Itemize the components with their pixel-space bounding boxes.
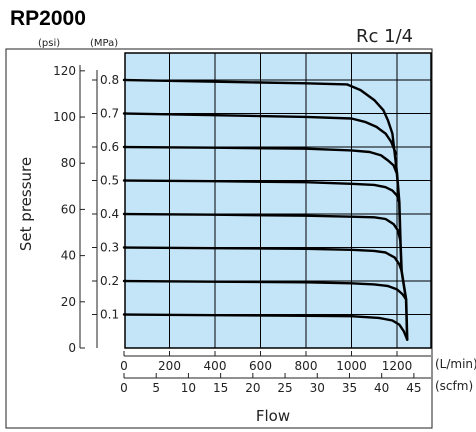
set-pressure-curve	[122, 212, 402, 242]
y-tick-label-psi: 20	[61, 295, 76, 309]
x-tick-label-scfm: 5	[152, 381, 160, 395]
y-tick-label-psi: 100	[53, 110, 76, 124]
x-tick-label-scfm: 45	[406, 381, 421, 395]
y-tick-label-psi: 60	[61, 202, 76, 216]
x-tick-label-lmin: 1200	[382, 359, 413, 373]
set-pressure-curve	[122, 313, 409, 341]
y-axis-label: Set pressure	[17, 157, 35, 251]
x-tick-label-lmin: 1000	[336, 359, 367, 373]
x-tick-label-scfm: 0	[120, 381, 128, 395]
outer-frame	[5, 48, 433, 429]
x-tick-label-scfm: 10	[181, 381, 196, 395]
port-size-label: Rc 1/4	[356, 26, 413, 47]
y-unit-mpa: (MPa)	[90, 38, 118, 49]
x-tick-label-scfm: 30	[310, 381, 325, 395]
x-tick-label-scfm: 20	[245, 381, 260, 395]
plot-area	[124, 52, 432, 349]
y-tick-label-mpa: 0.3	[100, 241, 119, 255]
x-tick-label-lmin: 200	[158, 359, 181, 373]
set-pressure-curve	[122, 179, 401, 204]
y-tick-label-psi: 80	[61, 156, 76, 170]
x-tick-label-lmin: 400	[204, 359, 227, 373]
axes-group: 0.10.20.30.40.50.60.70.80204060801001200…	[53, 64, 431, 395]
y-tick-label-psi: 0	[68, 341, 76, 355]
y-tick-label-mpa: 0.1	[100, 308, 119, 322]
x-tick-label-scfm: 25	[277, 381, 292, 395]
y-tick-label-mpa: 0.7	[100, 107, 119, 121]
set-pressure-curve	[122, 78, 398, 165]
x-tick-label-scfm: 40	[374, 381, 389, 395]
x-tick-label-scfm: 35	[342, 381, 357, 395]
x-tick-label-lmin: 800	[295, 359, 318, 373]
y-tick-label-mpa: 0.2	[100, 274, 119, 288]
series-group	[122, 78, 409, 341]
y-tick-label-mpa: 0.5	[100, 174, 119, 188]
set-pressure-curve	[122, 145, 399, 175]
set-pressure-curve	[122, 246, 403, 273]
y-tick-label-mpa: 0.8	[100, 73, 119, 87]
x-tick-label-lmin: 0	[120, 359, 128, 373]
y-tick-label-psi: 120	[53, 64, 76, 78]
y-tick-label-mpa: 0.6	[100, 140, 119, 154]
set-pressure-curve	[122, 112, 398, 155]
set-pressure-curve	[122, 279, 408, 301]
x-unit-lmin: (L/min)	[435, 357, 476, 371]
y-tick-label-psi: 40	[61, 249, 76, 263]
x-tick-label-scfm: 15	[213, 381, 228, 395]
x-unit-scfm: (scfm)	[435, 379, 473, 393]
y-tick-label-mpa: 0.4	[100, 207, 119, 221]
y-unit-psi: (psi)	[38, 38, 60, 49]
x-axis-label: Flow	[256, 407, 290, 425]
flow-limit-curve	[394, 162, 409, 341]
chart-title: RP2000	[10, 7, 86, 30]
x-tick-label-lmin: 600	[249, 359, 272, 373]
